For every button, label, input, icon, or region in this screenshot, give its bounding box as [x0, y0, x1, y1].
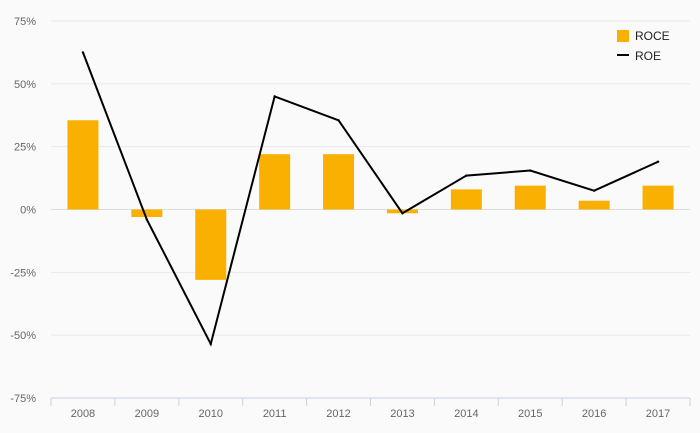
x-tick-label: 2015 — [518, 408, 542, 420]
gridlines — [51, 20, 690, 336]
y-axis: 75% 50% 25% 0% -25% -50% -75% — [10, 16, 36, 405]
roe-point — [401, 212, 404, 215]
y-tick-label: 25% — [14, 142, 36, 154]
roce-bar — [578, 200, 610, 210]
roce-bar — [259, 154, 291, 210]
y-tick-label: 75% — [14, 16, 36, 28]
roce-bar — [131, 209, 163, 218]
roce-bar — [450, 189, 482, 210]
x-tick-label: 2014 — [454, 408, 478, 420]
x-tick-label: 2013 — [390, 408, 414, 420]
x-tick-label: 2016 — [582, 408, 606, 420]
x-tick-label: 2012 — [326, 408, 350, 420]
roe-point — [656, 160, 660, 163]
x-tick-label: 2011 — [263, 408, 287, 420]
roce-bar — [386, 209, 418, 214]
roce-bar — [67, 120, 99, 210]
x-axis: 2008 2009 2010 2011 2012 2013 2014 2015 2016 2017 — [50, 397, 691, 420]
y-tick-label: -25% — [10, 267, 36, 279]
y-tick-label: 0% — [20, 205, 36, 217]
legend-swatch-roce — [617, 30, 629, 42]
roe-line-layer — [81, 51, 660, 347]
roce-bars — [67, 120, 674, 280]
x-tick-label: 2017 — [646, 408, 670, 420]
roe-point — [209, 342, 212, 346]
roe-point — [337, 119, 340, 122]
roce-bar — [195, 209, 227, 280]
roe-point — [273, 95, 276, 98]
roe-line — [82, 52, 659, 347]
roe-point — [81, 51, 85, 54]
roce-bar — [323, 154, 355, 210]
roce-bar — [642, 185, 674, 210]
roe-point — [465, 174, 468, 177]
y-tick-label: -50% — [10, 330, 36, 342]
x-tick-label: 2009 — [135, 408, 159, 420]
roe-point — [529, 169, 532, 172]
y-tick-label: 50% — [14, 79, 36, 91]
x-tick-label: 2008 — [71, 408, 95, 420]
legend-label-roce: ROCE — [635, 29, 670, 43]
legend: ROCE ROE — [617, 29, 670, 63]
roe-point — [145, 218, 149, 221]
roce-bar — [514, 185, 546, 210]
y-tick-label: -75% — [10, 393, 36, 405]
legend-label-roe: ROE — [635, 49, 661, 63]
x-tick-label: 2010 — [199, 408, 223, 420]
roe-point — [592, 189, 596, 192]
